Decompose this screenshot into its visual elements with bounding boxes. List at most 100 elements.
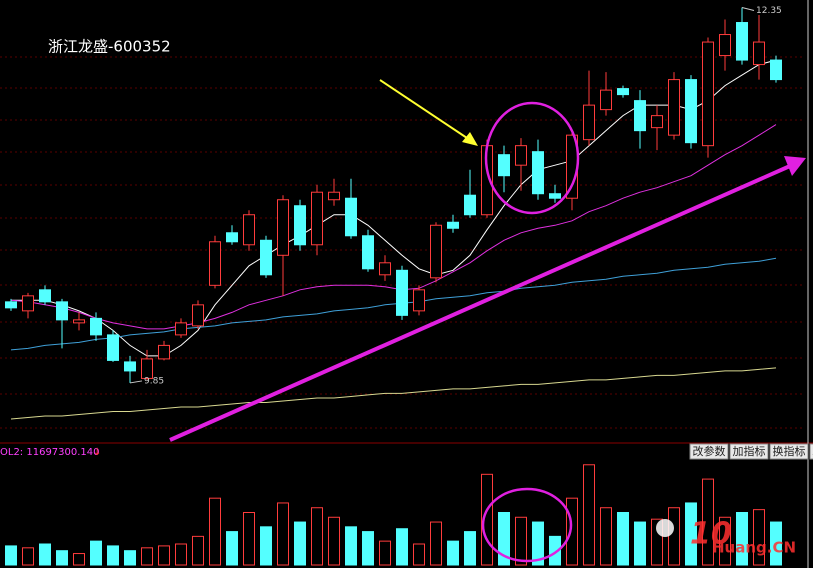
volume-circle	[481, 487, 573, 563]
candle-body	[583, 104, 595, 141]
volume-bar	[566, 497, 578, 566]
chart-title: 浙江龙盛-600352	[48, 38, 171, 56]
volume-bar	[39, 543, 51, 566]
candle-body	[22, 295, 34, 312]
toolbar-button[interactable]: 换指标	[769, 443, 809, 460]
candle-body	[532, 151, 544, 195]
candle-body	[515, 145, 527, 166]
button-label[interactable]: 换指标	[773, 444, 806, 458]
volume-bar	[481, 473, 493, 566]
candle-body	[498, 154, 510, 177]
candle-body	[736, 22, 748, 61]
volume-bar	[430, 521, 442, 566]
watermark: 10 Huang.CN	[656, 517, 796, 557]
candle-body	[90, 317, 102, 336]
wechat-icon	[656, 519, 674, 537]
volume-bar	[498, 512, 510, 566]
volume-bar	[124, 550, 136, 566]
volume-bar	[719, 516, 731, 566]
button-face[interactable]	[729, 443, 769, 460]
candle-body	[73, 319, 85, 324]
candle-body	[226, 232, 238, 243]
volume-bar	[73, 553, 85, 566]
volume-bar	[243, 512, 255, 566]
volume-bar	[600, 507, 612, 566]
candle-body	[158, 344, 170, 360]
grid	[0, 56, 805, 429]
volume-bar	[634, 521, 646, 566]
toolbar-button[interactable]: 改参数	[689, 443, 729, 460]
volume-bar	[685, 502, 697, 566]
candle-body	[617, 88, 629, 96]
volume-bar	[770, 521, 782, 566]
watermark-text: Huang.CN	[712, 539, 796, 557]
volume-bar	[549, 535, 561, 566]
candle-body	[345, 197, 357, 237]
button-label[interactable]: 改参数	[693, 444, 726, 458]
volume-bar	[668, 507, 680, 566]
low-pointer	[129, 380, 143, 384]
low-label: 9.85	[144, 376, 164, 386]
trend-arrow	[169, 164, 791, 442]
candle-body	[651, 115, 663, 129]
button-face[interactable]	[809, 443, 813, 460]
candle-body	[107, 334, 119, 361]
candle-body	[277, 199, 289, 256]
volume-bar	[5, 545, 17, 566]
candle-body	[243, 214, 255, 246]
candle-body	[141, 358, 153, 379]
volume-bar	[345, 526, 357, 566]
volume-bar	[192, 535, 204, 566]
volume-bar	[362, 531, 374, 566]
volume-bar	[617, 512, 629, 566]
candle-body	[124, 361, 136, 372]
candle-body	[430, 224, 442, 279]
candle-body	[328, 191, 340, 201]
button-label[interactable]: 加指标	[733, 444, 766, 458]
candle-body	[56, 301, 68, 321]
moving-average	[10, 124, 777, 330]
candle-body	[447, 221, 459, 229]
moving-average	[10, 257, 777, 351]
candle-body	[294, 205, 306, 246]
moving-average	[11, 59, 777, 357]
candle-body	[702, 41, 714, 147]
toolbar-button[interactable]: 加指标	[729, 443, 769, 460]
candle-body	[549, 193, 561, 199]
volume-bar	[464, 531, 476, 566]
moving-average	[10, 367, 777, 420]
volume-bar	[753, 509, 765, 566]
volume-arrow: ↓	[93, 447, 101, 458]
volume-bar	[277, 502, 289, 566]
candle-body	[209, 241, 221, 286]
volume-bar	[107, 545, 119, 566]
button-face[interactable]	[689, 443, 729, 460]
volume-bar	[56, 550, 68, 566]
candle-body	[634, 100, 646, 132]
volume-bar	[651, 518, 663, 566]
candle-body	[600, 89, 612, 111]
volume-bar	[311, 507, 323, 566]
candle-body	[464, 194, 476, 216]
candle-body	[753, 41, 765, 66]
trend-arrow-head	[784, 156, 806, 176]
volume-bar	[515, 516, 527, 566]
high-pointer	[741, 7, 755, 11]
volume-bar	[158, 545, 170, 566]
volume-bar	[396, 528, 408, 566]
volume-bar	[532, 521, 544, 566]
candle-body	[260, 239, 272, 276]
candle-body	[362, 235, 374, 270]
volume-bar	[413, 543, 425, 566]
button-face[interactable]	[769, 443, 809, 460]
volume-bar	[209, 497, 221, 566]
volume-panel	[5, 464, 782, 566]
volume-label: OL2: 11697300.140	[0, 447, 100, 458]
candle-body	[396, 269, 408, 316]
volume-bar	[294, 521, 306, 566]
volume-bar	[260, 526, 272, 566]
volume-bar	[175, 543, 187, 566]
candle-body	[668, 79, 680, 136]
volume-bar	[141, 547, 153, 566]
